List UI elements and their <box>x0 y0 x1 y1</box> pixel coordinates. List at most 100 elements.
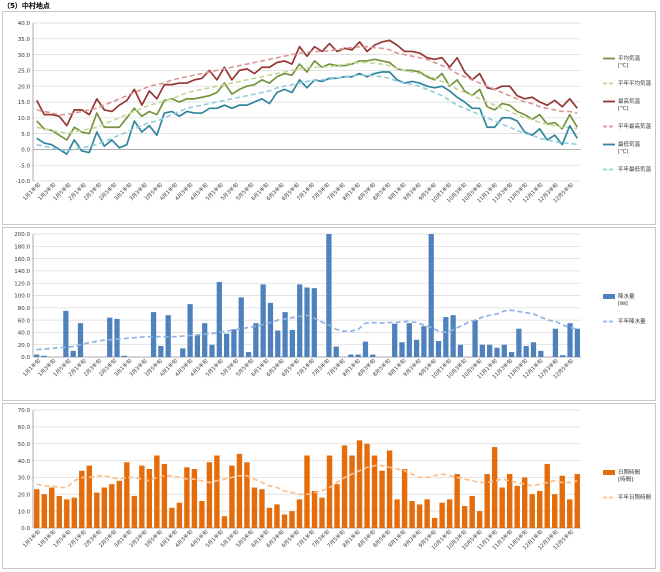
sun-bar <box>169 507 175 528</box>
sun-bar <box>116 480 123 528</box>
precip-y-tick-label: 160.0 <box>14 257 30 263</box>
precip-bar <box>479 344 485 357</box>
sun-bar <box>176 502 183 528</box>
precip-bar <box>516 328 522 357</box>
precip-bar <box>260 284 266 357</box>
sun-bar <box>349 455 355 528</box>
sun-bar <box>552 494 558 528</box>
sun-bar <box>296 499 303 528</box>
temp-legend-label: 平年平均気温 <box>618 79 652 87</box>
temp-legend-label: [℃] <box>618 62 628 69</box>
precip-bar <box>121 355 127 357</box>
precip-y-tick-label: 180.0 <box>14 245 30 251</box>
sun-bar <box>259 489 265 528</box>
sun-bar <box>461 506 468 528</box>
sun-bar <box>409 501 415 528</box>
sun-bar <box>469 495 475 528</box>
precip-bar <box>362 341 369 357</box>
sun-bar <box>101 487 108 528</box>
sunshine-chart: 0.0 10.0 20.0 30.0 40.0 50.0 60.0 70.0 日照時間[時間] 平… <box>18 408 652 551</box>
sun-y-tick-label: 0.0 <box>21 526 30 532</box>
sun-bar <box>221 516 228 528</box>
precip-bar <box>552 328 559 357</box>
precip-bar <box>355 354 361 357</box>
precipitation-chart: 0.0 20.0 40.0 60.0 80.0 100.0 120.0 140.0 160.0 1… <box>14 232 646 380</box>
precip-y-tick-label: 60.0 <box>18 318 31 324</box>
precip-bar <box>267 302 274 357</box>
precip-bar <box>428 234 434 357</box>
precipitation-chart-panel: 0.0 20.0 40.0 60.0 80.0 100.0 120.0 140.0 160.0 1… <box>2 227 656 401</box>
sun-bar <box>394 499 400 528</box>
precip-bar <box>275 330 281 357</box>
temp-series-line <box>36 61 578 134</box>
temperature-chart-panel: -10.0 -5.0 0.0 5.0 10.0 15.0 20.0 25.0 30.0 35.0 4… <box>2 11 656 225</box>
temp-series-line <box>36 74 578 152</box>
temp-y-tick-label: 25.0 <box>18 69 31 75</box>
page-title: （5）中村地点 <box>3 2 50 10</box>
sun-bar <box>416 504 423 528</box>
sun-bar <box>161 463 168 528</box>
temp-legend-label: 最高気温 <box>618 97 641 105</box>
sun-bar <box>154 455 160 528</box>
sun-bar <box>356 440 363 528</box>
sun-bar <box>431 517 438 528</box>
precip-series-line <box>36 309 578 351</box>
sun-bar <box>521 477 528 528</box>
sun-bar <box>94 492 100 528</box>
precip-bar <box>297 284 303 357</box>
precip-bar <box>333 346 339 357</box>
sun-bar <box>214 455 220 528</box>
precip-bar <box>487 344 493 357</box>
precip-bar <box>63 310 69 357</box>
sun-bar <box>401 469 408 528</box>
precip-y-tick-label: 200.0 <box>14 232 30 238</box>
sun-bar <box>281 514 288 528</box>
precip-bar <box>209 344 215 357</box>
precip-bar <box>158 345 164 357</box>
sun-bar <box>476 511 483 528</box>
sun-bar <box>319 497 325 528</box>
sun-bar <box>251 487 258 528</box>
sun-bar <box>326 455 333 528</box>
sun-bar <box>289 511 295 528</box>
precip-bar <box>472 320 478 357</box>
precip-bar <box>238 297 244 357</box>
precip-y-tick-label: 100.0 <box>14 294 30 300</box>
sun-bar <box>454 474 460 528</box>
sun-bar <box>446 499 453 528</box>
temp-legend-label: [℃] <box>618 105 628 112</box>
precip-bar <box>187 304 193 357</box>
temp-series-line <box>35 39 578 127</box>
precip-bar <box>494 347 500 357</box>
sun-y-tick-label: 10.0 <box>18 509 31 515</box>
sun-y-tick-label: 70.0 <box>18 408 31 414</box>
sun-bar <box>304 455 310 528</box>
precip-bar <box>406 323 412 357</box>
temp-series-line <box>36 45 578 116</box>
temp-legend-label: 最低気温 <box>618 140 641 148</box>
sun-legend-swatch <box>603 470 615 475</box>
precip-y-tick-label: 120.0 <box>14 281 30 287</box>
sun-series-line <box>36 464 578 496</box>
sun-bar <box>109 484 115 528</box>
sun-bar <box>206 462 213 528</box>
sun-y-tick-label: 60.0 <box>18 425 31 431</box>
precip-bar <box>311 288 317 357</box>
precip-bar <box>399 342 405 357</box>
precip-bar <box>370 354 376 357</box>
temp-y-tick-label: 35.0 <box>18 37 31 43</box>
sun-legend-label: [時間] <box>618 475 633 483</box>
sun-bar <box>567 499 573 528</box>
sun-bar <box>229 465 235 528</box>
sun-bar <box>64 499 70 528</box>
precip-bar <box>392 323 398 357</box>
temp-y-tick-label: 20.0 <box>18 84 31 90</box>
precip-bar <box>567 323 573 357</box>
temp-y-tick-label: 30.0 <box>18 53 31 59</box>
sun-bar <box>86 465 93 528</box>
precip-bar <box>253 323 259 357</box>
temp-legend-label: 平均気温 <box>618 54 641 62</box>
precip-bar <box>574 328 580 357</box>
precip-bar <box>326 234 332 357</box>
sun-bar <box>544 463 550 528</box>
